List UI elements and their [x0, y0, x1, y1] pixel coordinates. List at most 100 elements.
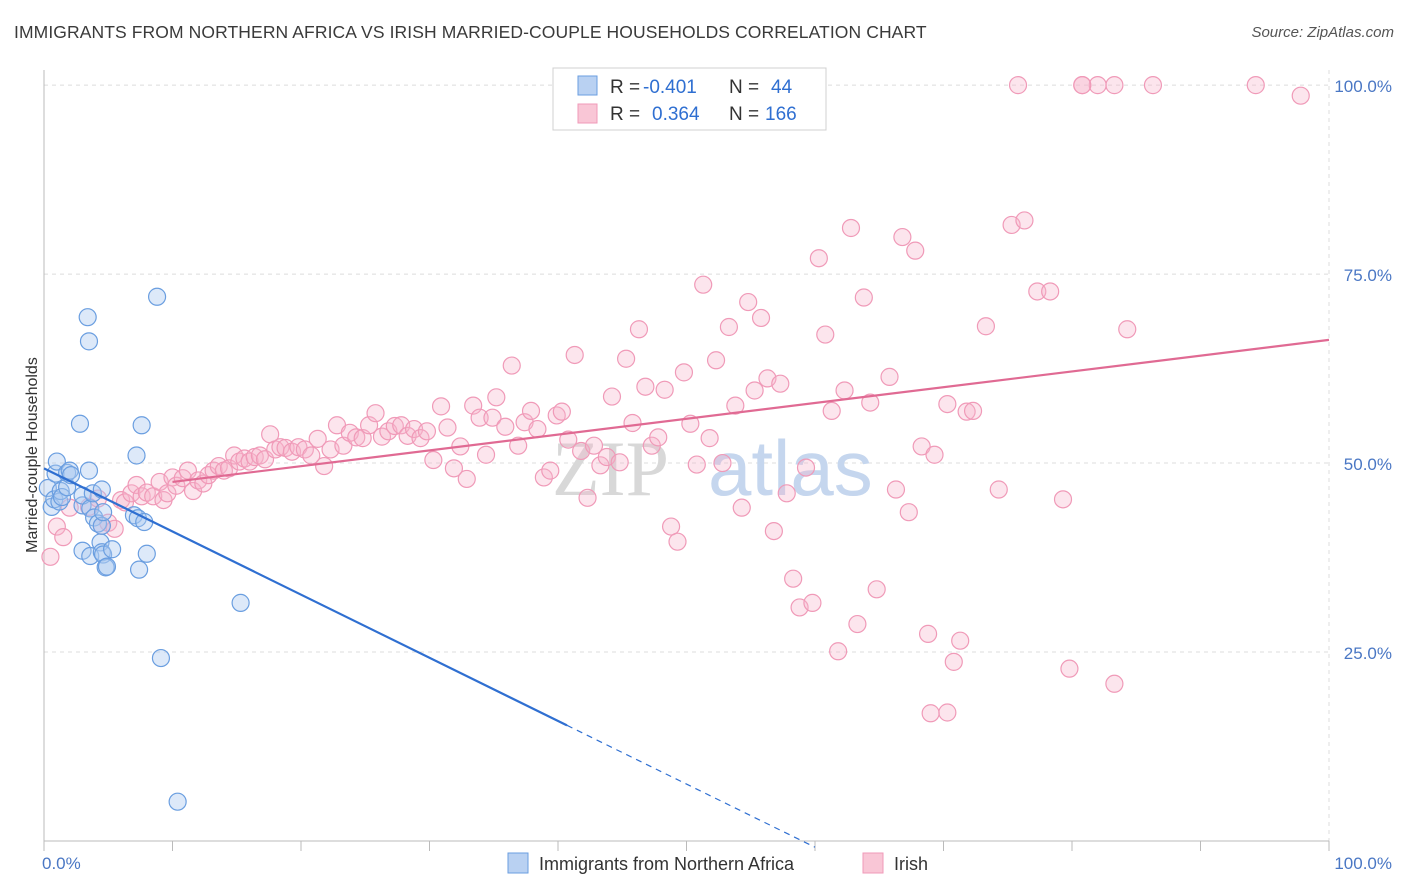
stats-n-label-1: N =	[729, 77, 759, 98]
irish-point	[1060, 659, 1079, 678]
irish-point	[661, 517, 681, 536]
irish-point	[739, 292, 758, 312]
stats-pink-swatch	[577, 103, 598, 124]
axes	[43, 70, 1330, 851]
irish-point	[271, 438, 290, 457]
irish-point	[584, 436, 604, 455]
irish-point	[899, 503, 918, 522]
northern-africa-points	[38, 287, 250, 811]
northern-africa-point	[79, 461, 99, 480]
chart-title: IMMIGRANTS FROM NORTHERN AFRICA VS IRISH…	[14, 22, 927, 42]
irish-point	[1088, 76, 1107, 95]
irish-point	[541, 461, 560, 480]
irish-point	[809, 249, 828, 268]
irish-point	[629, 320, 649, 339]
x-tick-label: 100.0%	[1334, 854, 1392, 873]
irish-point	[578, 488, 597, 507]
irish-point	[674, 363, 694, 382]
irish-point	[521, 401, 541, 421]
irish-point	[183, 481, 203, 501]
irish-point	[470, 408, 489, 427]
irish-point	[751, 308, 771, 328]
northern-africa-point	[94, 503, 113, 522]
irish-point	[880, 367, 899, 386]
northern-africa-point	[79, 332, 99, 351]
irish-point	[912, 437, 931, 456]
y-tick-label: 100.0%	[1334, 77, 1392, 96]
irish-point	[886, 480, 906, 499]
irish-point	[617, 349, 636, 368]
irish-point	[867, 580, 886, 599]
irish-point	[726, 396, 745, 415]
irish-point	[777, 484, 796, 503]
irish-point	[1008, 76, 1028, 95]
irish-point	[308, 429, 327, 448]
irish-point	[893, 227, 912, 247]
northern-africa-point	[137, 544, 156, 563]
irish-point	[610, 453, 629, 472]
irish-point	[54, 528, 73, 547]
northern-africa-point	[103, 540, 122, 559]
irish-point	[385, 416, 404, 436]
irish-point	[552, 402, 571, 421]
irish-point	[483, 408, 502, 427]
irish-point	[1073, 76, 1092, 95]
y-tick-label: 50.0%	[1344, 455, 1392, 474]
northern-africa-point	[127, 446, 146, 465]
irish-point	[918, 624, 938, 643]
irish-point	[861, 393, 880, 412]
northern-africa-point	[147, 287, 167, 306]
northern-africa-point	[52, 487, 72, 507]
northern-africa-point	[70, 414, 90, 433]
irish-point	[417, 422, 437, 441]
irish-point	[951, 631, 970, 650]
irish-point	[816, 325, 835, 344]
irish-point	[1105, 674, 1124, 693]
irish-point	[745, 381, 764, 400]
irish-point	[841, 218, 861, 238]
tick-labels: 25.0% 50.0% 75.0% 100.0% 0.0% 100.0%	[42, 77, 1392, 873]
northern-africa-point	[132, 416, 151, 435]
irish-point	[938, 395, 957, 414]
northern-africa-trend-extension	[566, 724, 816, 848]
irish-point	[509, 436, 528, 455]
northern-africa-point	[92, 480, 111, 499]
irish-point	[719, 317, 739, 337]
northern-africa-point	[129, 560, 149, 579]
watermark-atlas: atlas	[708, 424, 873, 512]
irish-point	[764, 521, 783, 541]
y-axis-label: Married-couple Households	[24, 357, 41, 553]
irish-point	[487, 388, 506, 407]
irish-point	[1118, 320, 1137, 339]
irish-point	[623, 413, 642, 433]
stats-n-value-2: 166	[765, 104, 797, 125]
stats-r-value-2: 0.364	[652, 104, 700, 125]
irish-point	[835, 381, 854, 400]
irish-point	[906, 241, 925, 260]
northern-africa-point	[97, 557, 117, 576]
irish-points	[41, 76, 1310, 723]
irish-point	[534, 468, 553, 487]
stats-blue-swatch	[577, 75, 598, 96]
trend-lines	[43, 338, 1330, 848]
irish-point	[925, 445, 944, 464]
irish-point	[1015, 211, 1034, 230]
northern-africa-point	[168, 792, 187, 811]
stats-box: R = -0.401 N = 44 R = 0.364 N = 166	[552, 67, 827, 131]
irish-point	[41, 547, 60, 566]
irish-point	[496, 417, 515, 436]
northern-africa-point	[92, 516, 111, 535]
irish-point	[1105, 76, 1124, 95]
stats-r-value-1: -0.401	[643, 77, 697, 98]
legend-blue-swatch	[507, 852, 529, 874]
irish-point	[315, 456, 334, 476]
irish-point	[47, 517, 66, 536]
y-tick-label: 75.0%	[1344, 266, 1392, 285]
irish-point	[989, 480, 1008, 499]
irish-point	[732, 498, 751, 517]
irish-point	[366, 404, 385, 423]
irish-point	[687, 455, 706, 474]
irish-point	[1143, 76, 1163, 95]
northern-africa-point	[78, 308, 97, 327]
